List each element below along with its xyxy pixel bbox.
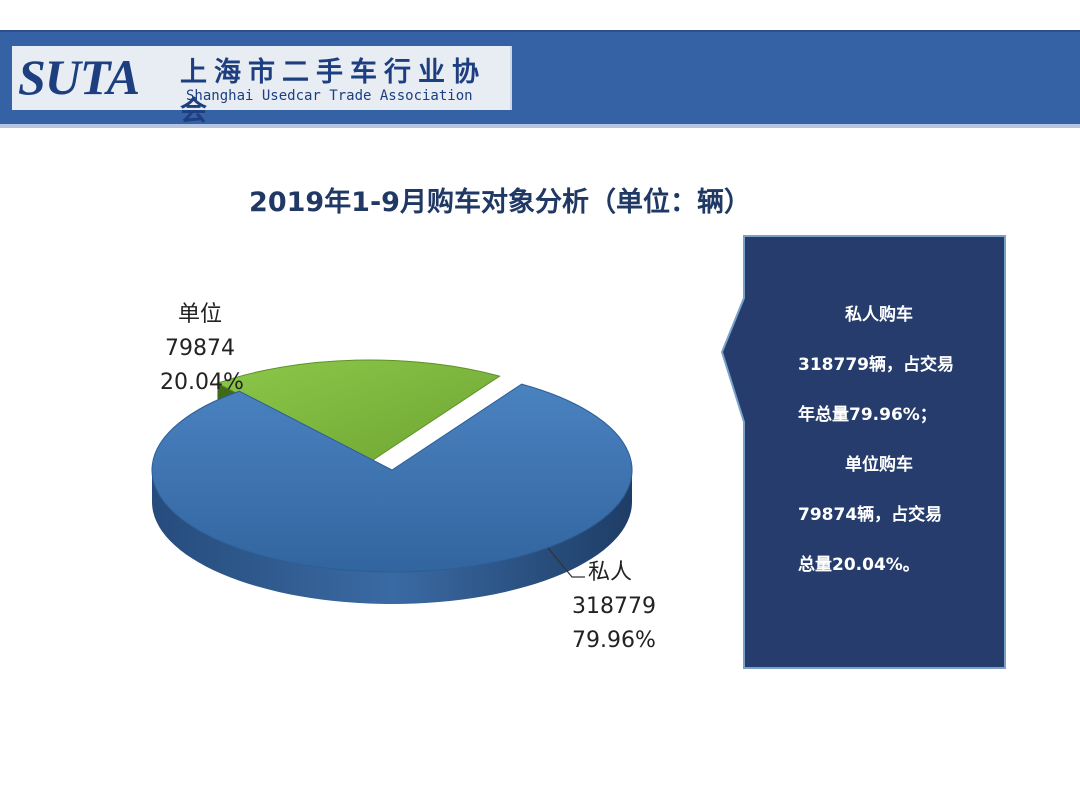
- pie-slice-side-private: [152, 470, 632, 604]
- org-name-cn: 上海市二手车行业协会: [180, 57, 486, 127]
- slice-label-private: 私人 318779 79.96%: [572, 556, 656, 658]
- callout-text: 私人购车 318779辆，占交易 年总量79.96%； 单位购车 79874辆，…: [760, 290, 998, 590]
- logo: SUTA 上海市二手车行业协会 Shanghai Usedcar Trade A…: [12, 46, 512, 127]
- chart-title: 2019年1-9月购车对象分析（单位：辆）: [249, 187, 751, 218]
- callout-line: 总量20.04%。: [798, 555, 920, 575]
- slice-label-percent: 20.04%: [160, 370, 244, 395]
- slice-label-percent: 79.96%: [572, 628, 656, 653]
- slice-label-company: 单位 79874 20.04%: [160, 298, 244, 400]
- pie-slice-private: [151, 383, 633, 573]
- logo-mark: SUTA: [18, 49, 140, 105]
- label-leader-line: [547, 547, 585, 578]
- callout-line: 79874辆，占交易: [798, 505, 943, 525]
- slice-label-name: 私人: [588, 560, 633, 585]
- slice-label-value: 318779: [572, 594, 656, 619]
- callout-line: 私人购车: [845, 305, 913, 325]
- callout-line: 年总量79.96%；: [798, 405, 937, 425]
- header-banner: SUTA 上海市二手车行业协会 Shanghai Usedcar Trade A…: [0, 30, 1080, 128]
- callout-line: 318779辆，占交易: [798, 355, 954, 375]
- pie-slice-company: [216, 359, 501, 463]
- callout-line: 单位购车: [845, 455, 913, 475]
- slice-label-name: 单位: [177, 302, 222, 327]
- org-name-en: Shanghai Usedcar Trade Association: [186, 88, 473, 104]
- slice-label-value: 79874: [165, 336, 235, 361]
